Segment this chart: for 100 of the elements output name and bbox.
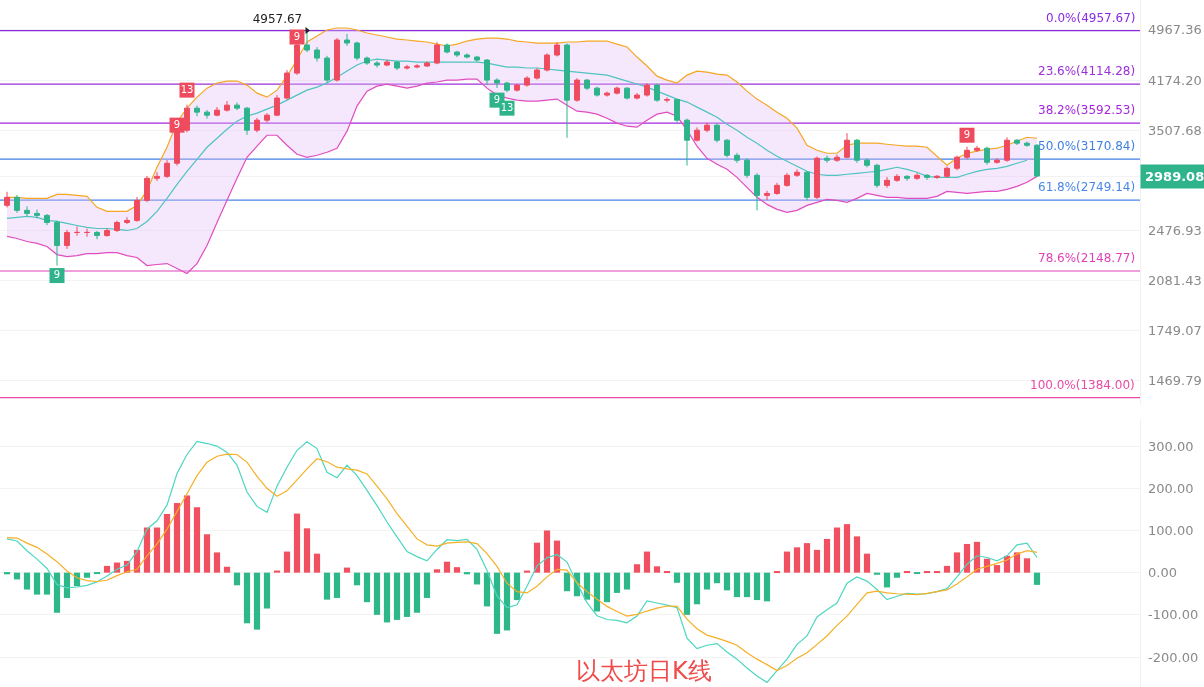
candlestick <box>334 37 340 83</box>
candlestick <box>254 117 260 133</box>
candlestick <box>344 33 350 47</box>
candlestick <box>954 155 960 171</box>
line-series <box>6 58 1028 232</box>
bar <box>943 565 951 573</box>
bar <box>343 567 351 573</box>
bar <box>453 567 461 573</box>
candlestick <box>44 213 50 226</box>
candlestick <box>394 60 400 71</box>
candlestick <box>694 126 700 143</box>
bar <box>313 553 321 573</box>
bar <box>853 536 861 573</box>
candlestick <box>754 172 760 211</box>
candlestick <box>864 157 870 168</box>
candlestick <box>974 145 980 153</box>
bar <box>683 572 691 615</box>
candlestick <box>234 102 240 111</box>
bar <box>963 543 971 573</box>
bar <box>333 572 341 598</box>
candlestick <box>384 59 390 67</box>
bar <box>273 570 281 573</box>
y-tick-label: 2476.93 <box>1148 223 1202 238</box>
bar <box>893 572 901 578</box>
annotation: 以太坊日K线 <box>576 657 712 685</box>
candlestick <box>244 106 250 136</box>
candlestick <box>814 155 820 200</box>
ref-line-label: 100.0%(1384.00) <box>1030 378 1135 392</box>
candlestick <box>994 157 1000 165</box>
ref-line-label: 0.0%(4957.67) <box>1046 11 1136 25</box>
candlestick <box>504 81 510 93</box>
candlestick <box>104 228 110 238</box>
series-label: 13 <box>180 83 194 95</box>
bar <box>43 572 51 595</box>
candlestick <box>654 83 660 103</box>
bar <box>1023 558 1031 573</box>
candlestick <box>364 55 370 66</box>
candlestick <box>844 132 850 159</box>
bar <box>373 572 381 615</box>
candlestick <box>564 42 570 139</box>
candlestick <box>1014 138 1020 146</box>
candlestick <box>284 69 290 101</box>
bar <box>403 572 411 617</box>
bar <box>153 527 161 573</box>
y-tick-label: 0.00 <box>1148 565 1177 580</box>
candlestick <box>354 41 360 61</box>
ref-line-label: 23.6%(4114.28) <box>1038 64 1136 78</box>
bar <box>713 572 721 584</box>
bar <box>263 572 271 609</box>
bar <box>873 572 881 575</box>
candlestick <box>644 82 650 98</box>
bar <box>523 570 531 573</box>
candlestick <box>224 100 230 113</box>
candlestick <box>14 194 20 214</box>
series-label: 13 <box>500 101 514 113</box>
y-tick-label: 100.00 <box>1148 523 1194 538</box>
bar <box>933 570 941 574</box>
candlestick <box>494 77 500 89</box>
candlestick <box>34 209 40 219</box>
candlestick <box>414 63 420 69</box>
ref-line-label: 38.2%(3592.53) <box>1038 103 1136 117</box>
candlestick <box>434 41 440 65</box>
candlestick <box>714 122 720 143</box>
candlestick <box>194 105 200 117</box>
bar <box>53 572 61 613</box>
candlestick <box>54 220 60 267</box>
bar <box>763 572 771 602</box>
bar <box>953 552 961 573</box>
candlestick <box>624 86 630 101</box>
candlestick <box>634 92 640 101</box>
candlestick <box>1024 141 1030 148</box>
y-tick-label: 3507.68 <box>1148 123 1202 138</box>
ref-line-label: 50.0%(3170.84) <box>1038 139 1136 153</box>
bar <box>603 572 611 603</box>
candlestick <box>274 94 280 117</box>
candlestick <box>764 190 770 201</box>
candlestick <box>544 52 550 72</box>
candlestick <box>74 225 80 237</box>
candlestick <box>1004 136 1010 163</box>
candlestick <box>314 46 320 63</box>
bar <box>393 572 401 620</box>
bar <box>623 572 631 590</box>
candlestick <box>134 196 140 223</box>
bar <box>493 572 501 634</box>
bar <box>903 570 911 574</box>
candlestick <box>674 98 680 124</box>
y-tick-label: 2081.43 <box>1148 273 1202 288</box>
bar <box>733 572 741 598</box>
bar <box>173 503 181 573</box>
bar <box>663 570 671 574</box>
bar <box>233 572 241 586</box>
bar <box>883 572 891 588</box>
y-tick-label: 200.00 <box>1148 481 1194 496</box>
ref-line-label: 78.6%(2148.77) <box>1038 251 1136 265</box>
candlestick <box>724 138 730 158</box>
candlestick <box>894 173 900 183</box>
candlestick <box>554 41 560 57</box>
bar <box>513 572 521 601</box>
bar <box>863 553 871 573</box>
bar <box>483 572 491 607</box>
